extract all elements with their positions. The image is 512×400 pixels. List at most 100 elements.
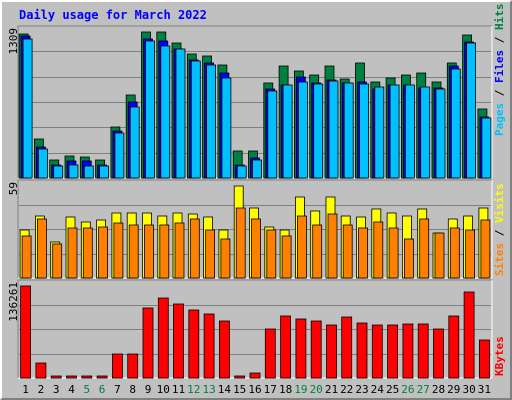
x-tick-label: 28 [432,383,445,396]
bar-pages-day-9 [145,40,155,179]
bar-sites-day-28 [434,232,445,279]
bar-sites-day-31 [480,219,491,279]
legend-separator: / [493,30,506,50]
legend-pages: Pages [493,103,506,136]
bar-pages-day-24 [374,86,385,179]
bar-kbytes-day-8 [127,353,139,379]
bar-pages-day-8 [129,106,140,179]
panel-max-label: 136261 [7,282,20,322]
x-tick-label: 23 [355,383,368,396]
x-tick-label: 21 [325,383,338,396]
bar-kbytes-day-17 [264,328,276,379]
bar-sites-day-24 [373,221,384,279]
bar-kbytes-day-23 [356,322,368,379]
bar-sites-day-19 [296,215,307,279]
bar-kbytes-day-25 [387,324,399,379]
bar-pages-day-13 [206,64,217,179]
bar-sites-day-13 [205,229,216,279]
bar-sites-day-17 [266,229,277,279]
series-pages [22,38,492,179]
bar-pages-day-7 [114,132,125,179]
series-kbytes [20,285,490,379]
x-tick-label: 1 [22,383,29,396]
x-tick-label: 2 [38,383,45,396]
bar-kbytes-day-20 [310,320,322,379]
bar-kbytes-day-2 [35,362,47,379]
panel-border-shadow [17,179,492,278]
bar-kbytes-day-30 [463,291,475,379]
bar-pages-day-16 [252,159,262,179]
x-tick-label: 31 [478,383,491,396]
bar-sites-day-7 [113,222,124,279]
bar-pages-day-25 [389,84,400,179]
bar-kbytes-day-24 [371,324,383,379]
bar-sites-day-3 [52,243,63,279]
bar-pages-day-29 [450,68,461,179]
bar-sites-day-30 [465,229,476,279]
legend-kbytes: KBytes [493,336,506,376]
bar-pages-day-18 [282,84,293,179]
legend-hits: Hits [493,4,506,31]
x-tick-label: 5 [83,383,90,396]
bar-sites-day-15 [235,207,246,279]
bar-kbytes-day-21 [326,324,337,379]
x-tick-label: 15 [233,383,246,396]
x-tick-label: 29 [447,383,460,396]
x-tick-label: 18 [279,383,292,396]
bar-kbytes-day-19 [295,318,307,379]
bar-pages-day-28 [435,88,446,179]
panel-border-shadow [17,279,492,378]
bar-sites-day-5 [82,227,93,279]
bar-sites-day-4 [67,227,78,279]
bar-pages-day-23 [359,83,369,179]
bar-sites-day-27 [419,218,430,279]
bar-sites-day-16 [251,218,261,279]
x-tick-label: 9 [145,383,152,396]
bar-pages-day-14 [221,77,232,179]
bar-sites-day-25 [388,227,399,279]
bar-kbytes-day-6 [96,375,108,379]
bar-kbytes-day-18 [280,315,292,379]
bar-kbytes-day-13 [203,313,215,379]
x-tick-label: 6 [99,383,106,396]
bar-kbytes-day-22 [341,316,353,379]
bar-pages-day-22 [343,82,354,179]
bar-kbytes-day-11 [173,303,184,379]
panel-requests: 1309 Pages / Files / Hits [7,4,506,179]
x-tick-label: 7 [114,383,121,396]
bar-kbytes-day-4 [66,375,77,379]
x-tick-label: 25 [386,383,399,396]
bar-kbytes-day-15 [234,375,246,379]
bar-kbytes-day-10 [157,297,169,379]
bar-kbytes-day-16 [249,372,261,379]
x-tick-label: 19 [294,383,307,396]
bar-sites-day-21 [327,213,338,279]
bar-pages-day-4 [68,164,79,179]
panel-visits: 59 Sites / Visits [7,179,506,279]
legend-sites: Sites [493,243,506,276]
bar-kbytes-day-26 [402,323,414,379]
bar-kbytes-day-14 [218,320,230,379]
bar-sites-day-10 [159,224,170,279]
x-tick-label: 30 [462,383,475,396]
bar-pages-day-1 [22,38,33,179]
series-sites [21,207,491,279]
x-tick-label: 22 [340,383,353,396]
panel-legend: Sites / Visits [493,183,506,276]
x-tick-label: 4 [68,383,75,396]
x-tick-label: 11 [172,383,185,396]
bar-sites-day-20 [312,224,323,279]
bar-kbytes-day-3 [50,375,62,379]
bar-sites-day-18 [281,235,292,279]
bar-pages-day-19 [297,81,308,179]
bar-pages-day-26 [404,84,415,179]
legend-separator: / [493,83,506,103]
chart-title: Daily usage for March 2022 [19,8,207,22]
x-tick-label: 24 [371,383,385,396]
bar-pages-day-11 [175,48,186,179]
bar-sites-day-12 [189,218,200,279]
bar-kbytes-day-7 [112,353,123,379]
bar-pages-day-12 [190,60,201,179]
bar-sites-day-26 [403,238,414,279]
